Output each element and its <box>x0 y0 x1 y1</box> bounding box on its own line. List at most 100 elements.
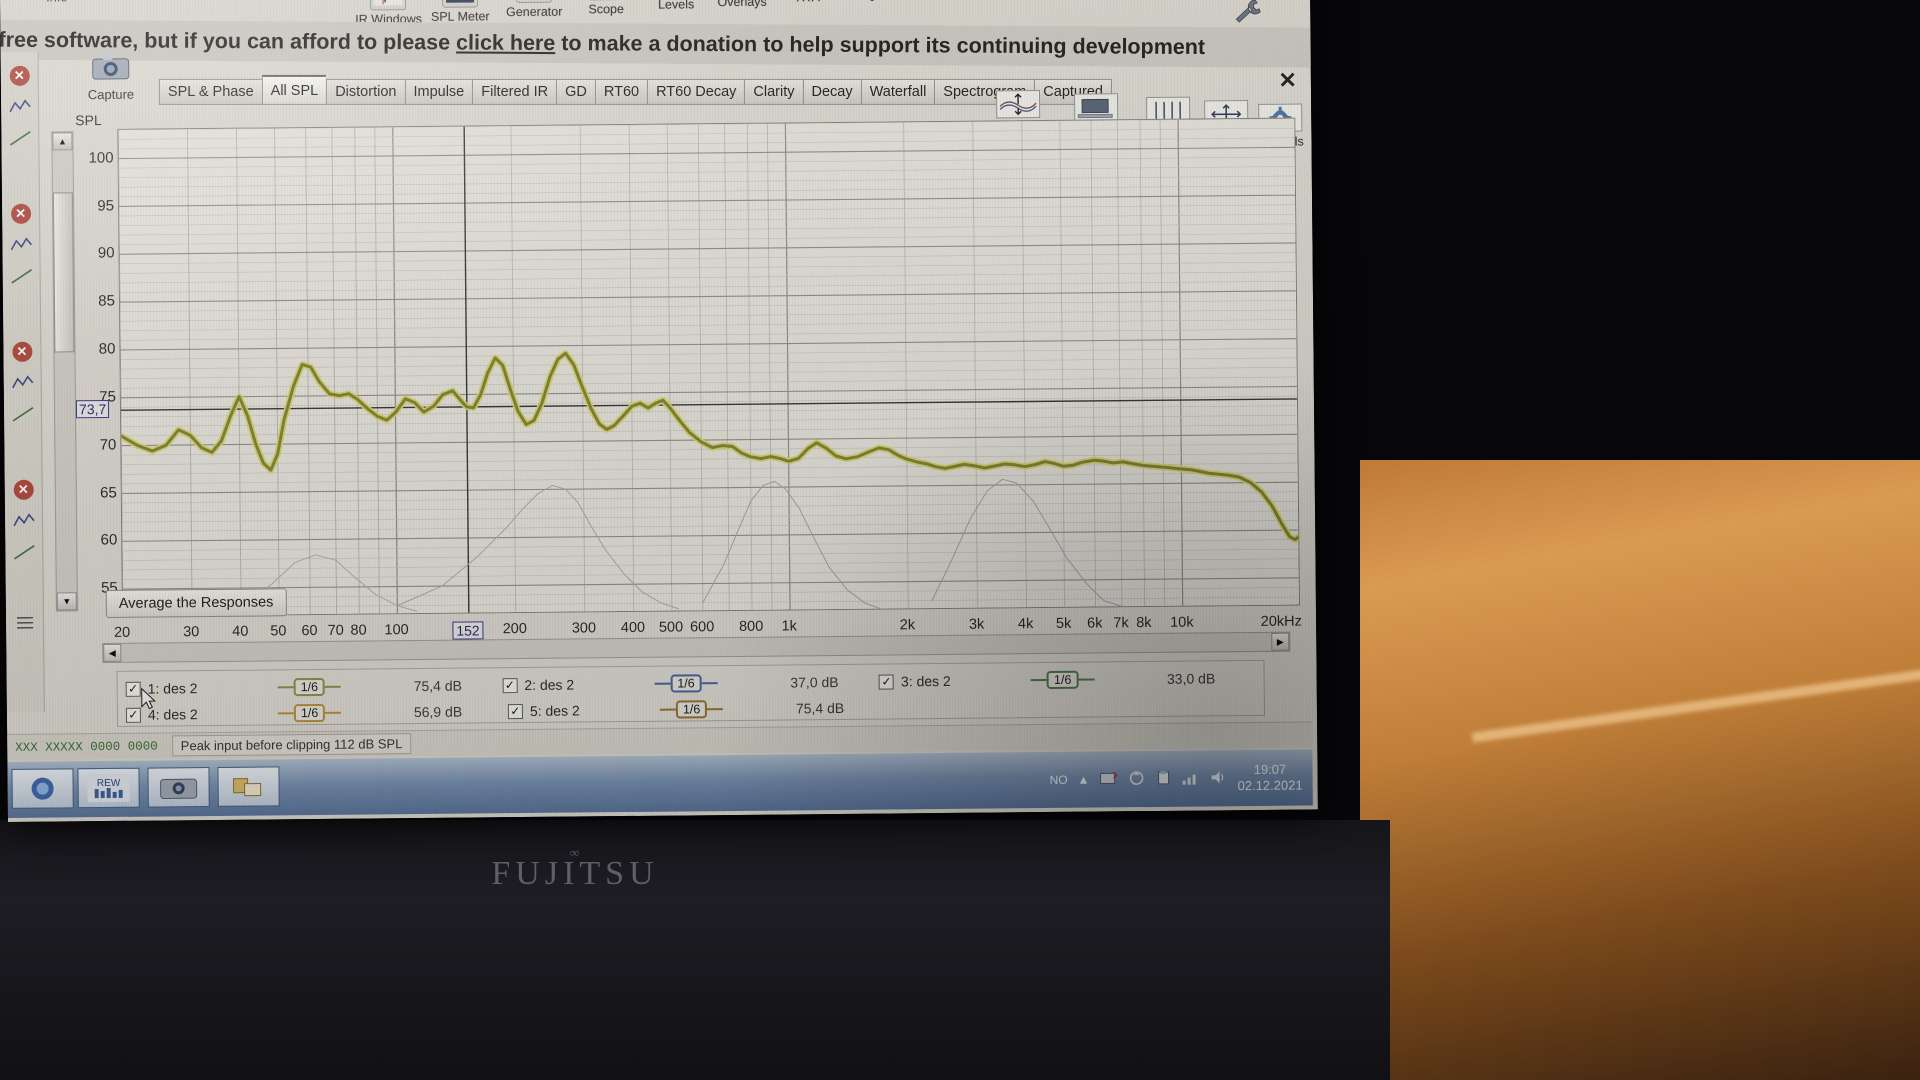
taskbar-folder-app[interactable] <box>217 766 280 807</box>
spl-chart-icon[interactable] <box>5 93 33 121</box>
toolbar-item-levels[interactable]: 69 Levels <box>643 0 709 12</box>
legend-level: 33,0 dB <box>1166 670 1216 687</box>
y-axis-tick: 85 <box>98 292 116 310</box>
tab-clarity[interactable]: Clarity <box>744 78 803 105</box>
donate-link[interactable]: click here <box>456 29 556 55</box>
list-icon[interactable] <box>10 610 38 638</box>
toolbar-item-eq[interactable]: EQ EQ <box>833 0 899 2</box>
toolbar-item-ir-windows[interactable]: IR Windows <box>355 0 422 27</box>
plot-area[interactable] <box>117 117 1300 617</box>
toolbar-item-rta[interactable]: RTA <box>775 0 841 5</box>
phase-chart-icon[interactable] <box>8 400 36 428</box>
graph-tool-scrollbars[interactable]: Scrollbars <box>1059 93 1133 139</box>
smoothing-value[interactable]: 1/6 <box>293 677 326 697</box>
taskbar-camera-app[interactable] <box>147 767 210 808</box>
tab-distortion[interactable]: Distortion <box>326 78 405 105</box>
tab-gd[interactable]: GD <box>556 78 595 105</box>
legend-color-swatch <box>277 712 294 715</box>
tray-chevron-icon[interactable]: ▲ <box>1077 772 1090 787</box>
legend-item[interactable]: ✓ 4: des 2 1/6 56,9 dB <box>125 702 508 724</box>
legend-item[interactable]: ✓ 1: des 2 1/6 75,4 dB <box>125 676 503 698</box>
tab-rt60[interactable]: RT60 <box>594 78 648 105</box>
legend-checkbox[interactable]: ✓ <box>125 707 141 723</box>
taskbar-rew-app[interactable]: REW <box>77 767 140 809</box>
tab-waterfall[interactable]: Waterfall <box>860 78 935 105</box>
scroll-left-icon[interactable]: ◀ <box>103 643 122 663</box>
smoothing-control[interactable]: 1/6 <box>277 703 388 723</box>
delete-measurement-icon[interactable]: ✕ <box>6 200 34 228</box>
scroll-thumb[interactable] <box>52 192 75 353</box>
average-responses-button[interactable]: Average the Responses <box>105 588 287 619</box>
legend-checkbox[interactable]: ✓ <box>878 673 895 690</box>
laptop-brand: ∞ FUJITSU <box>455 845 695 893</box>
measurement-group-5[interactable] <box>6 610 43 638</box>
smoothing-control[interactable]: 1/6 <box>654 674 764 693</box>
legend-color-swatch <box>277 686 294 689</box>
x-cursor-readout[interactable]: 152 <box>452 621 484 640</box>
measurement-group-1[interactable]: ✕ <box>1 62 39 152</box>
legend-item[interactable]: ✓ 5: des 2 1/6 75,4 dB <box>507 698 890 720</box>
tray-sync-icon[interactable] <box>1127 770 1145 789</box>
legend-color-swatch <box>707 708 724 711</box>
legend-item[interactable]: ✓ 2: des 2 1/6 37,0 dB <box>502 673 879 695</box>
measurement-group-2[interactable]: ✕ <box>2 200 40 290</box>
legend-item[interactable]: ✓ 3: des 2 1/6 33,0 dB <box>878 669 1256 691</box>
phase-chart-icon[interactable] <box>10 538 38 566</box>
tray-network-icon[interactable] <box>1099 770 1118 789</box>
measurement-group-3[interactable]: ✕ <box>3 338 41 428</box>
banner-text-before: free software, but if you can afford to … <box>0 27 451 54</box>
tab-decay[interactable]: Decay <box>802 78 861 105</box>
graph-tool-freq-axis[interactable]: Freq. Axis <box>1131 96 1205 142</box>
phase-chart-icon[interactable] <box>7 262 35 290</box>
toolbar-item-spl-meter[interactable]: 85 SPL Meter <box>427 0 493 24</box>
smoothing-value[interactable]: 1/6 <box>675 700 708 719</box>
spl-chart-icon[interactable] <box>9 507 37 535</box>
x-axis-tick: 80 <box>350 622 367 639</box>
legend-checkbox[interactable]: ✓ <box>502 677 518 693</box>
legend-checkbox[interactable]: ✓ <box>507 703 523 719</box>
delete-measurement-icon[interactable]: ✕ <box>5 62 33 90</box>
measurement-group-4[interactable]: ✕ <box>5 476 43 566</box>
spl-chart-icon[interactable] <box>8 369 36 397</box>
scroll-down-icon[interactable]: ▼ <box>56 592 77 611</box>
capture-button[interactable]: Capture <box>81 53 141 103</box>
tab-impulse[interactable]: Impulse <box>404 78 473 105</box>
graph-tool-separate[interactable]: Separate <box>981 90 1055 136</box>
chart-tabs: SPL & Phase All SPL Distortion Impulse Filte… <box>158 71 1112 105</box>
tray-clipboard-icon[interactable] <box>1155 769 1171 788</box>
tab-rt60-decay[interactable]: RT60 Decay <box>647 78 745 105</box>
legend-label: 3: des 2 <box>900 672 951 690</box>
status-message: Peak input before clipping 112 dB SPL <box>171 733 412 757</box>
tray-volume-icon[interactable] <box>1209 769 1227 788</box>
toolbar-item-generator[interactable]: Generator <box>501 0 567 19</box>
tray-signal-icon[interactable] <box>1181 769 1199 788</box>
tab-filtered-ir[interactable]: Filtered IR <box>472 78 557 105</box>
legend-level: 56,9 dB <box>413 703 463 721</box>
x-axis-tick: 300 <box>571 620 597 637</box>
legend-checkbox[interactable]: ✓ <box>125 681 141 697</box>
delete-measurement-icon[interactable]: ✕ <box>8 338 36 366</box>
smoothing-value[interactable]: 1/6 <box>293 703 326 723</box>
scroll-up-icon[interactable]: ▲ <box>52 132 73 151</box>
toolbar-item-scope[interactable]: Scope <box>573 0 639 16</box>
y-cursor-readout[interactable]: 73,7 <box>75 400 110 419</box>
smoothing-value[interactable]: 1/6 <box>670 674 702 693</box>
x-axis-tick: 400 <box>620 619 646 637</box>
taskbar-start-button[interactable] <box>11 768 74 809</box>
spl-chart-icon[interactable] <box>7 231 35 259</box>
taskbar-clock[interactable]: 19:07 02.12.2021 <box>1237 761 1303 794</box>
preferences-button[interactable]: Preferences <box>1206 0 1290 47</box>
scroll-right-icon[interactable]: ▶ <box>1271 632 1290 651</box>
tab-all-spl[interactable]: All SPL <box>261 74 327 105</box>
smoothing-value[interactable]: 1/6 <box>1046 670 1079 689</box>
smoothing-control[interactable]: 1/6 <box>1030 670 1141 689</box>
banner-text-after: to make a donation to help support its c… <box>561 30 1206 59</box>
toolbar-item-overlays[interactable]: Overlays <box>709 0 775 9</box>
x-axis-tick: 2k <box>899 617 916 634</box>
smoothing-control[interactable]: 1/6 <box>659 700 770 719</box>
x-axis-tick: 8k <box>1136 614 1152 632</box>
tab-spl-phase[interactable]: SPL & Phase <box>158 78 262 105</box>
smoothing-control[interactable]: 1/6 <box>277 677 388 697</box>
delete-measurement-icon[interactable]: ✕ <box>9 476 37 504</box>
phase-chart-icon[interactable] <box>6 124 34 152</box>
